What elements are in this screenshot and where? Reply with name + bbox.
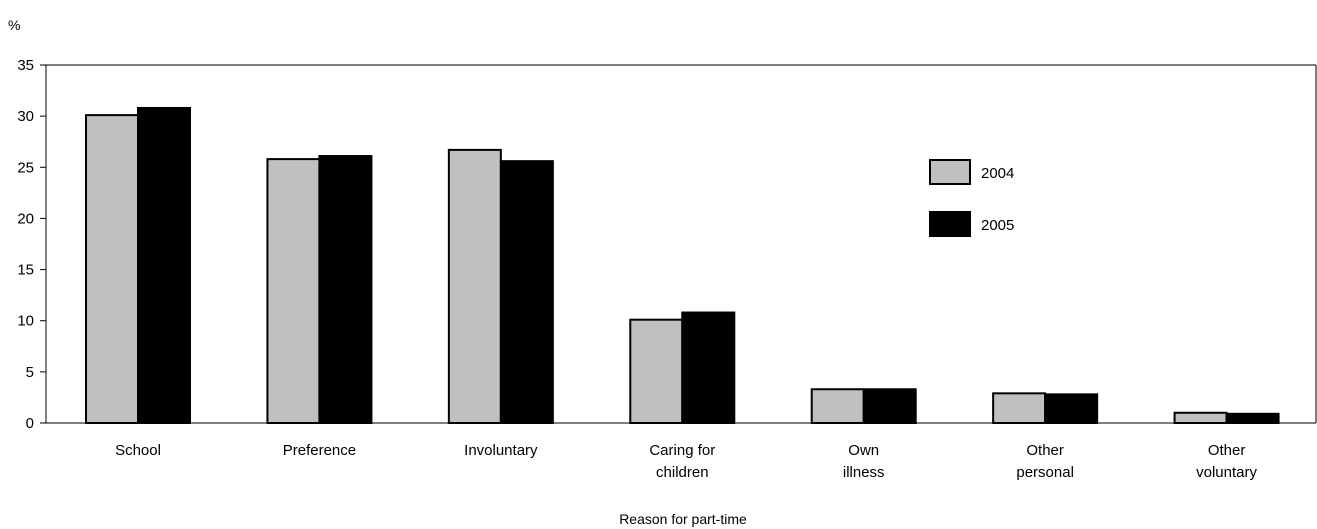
- bar-2005-2: [499, 160, 554, 425]
- bars: [85, 106, 1280, 425]
- bar-2005-5: [1044, 393, 1099, 424]
- y-tick-label: 10: [17, 313, 34, 330]
- bar-2004-3: [629, 318, 684, 425]
- bar-2004-0: [85, 114, 139, 425]
- y-tick-label: 5: [26, 364, 34, 381]
- bar-2004-6: [1173, 411, 1228, 424]
- y-tick-label: 15: [17, 262, 34, 279]
- bar-2004-5: [992, 392, 1047, 424]
- x-category-label: Other voluntary: [1196, 442, 1257, 481]
- bar-2005-6: [1225, 412, 1280, 424]
- x-axis-label: Reason for part-time: [619, 511, 747, 527]
- bar-2004-4: [810, 388, 865, 425]
- x-category-label: Other personal: [1016, 442, 1074, 481]
- x-category-label: School: [115, 442, 161, 459]
- y-tick-label: 25: [17, 159, 34, 176]
- x-category-label: Own illness: [843, 442, 885, 481]
- legend-swatch-2004: [929, 159, 971, 185]
- x-category-label: Involuntary: [464, 442, 538, 459]
- bar-2004-2: [447, 148, 502, 424]
- y-tick-label: 35: [17, 57, 34, 74]
- y-axis: 0 5 10 15 20 25 30 35: [17, 57, 46, 432]
- bar-2005-1: [318, 155, 373, 425]
- bar-2005-4: [862, 388, 917, 425]
- legend-label: 2004: [981, 165, 1014, 182]
- bar-2004-1: [266, 158, 321, 425]
- legend-label: 2005: [981, 217, 1014, 234]
- bar-2005-3: [681, 311, 736, 425]
- x-category-label: Preference: [283, 442, 356, 459]
- legend: 2004 2005: [929, 159, 1014, 237]
- legend-swatch-2005: [929, 211, 971, 237]
- y-tick-label: 0: [26, 415, 34, 432]
- x-category-label: Caring for children: [649, 442, 715, 481]
- y-tick-label: 20: [17, 210, 34, 227]
- y-axis-label: %: [8, 17, 20, 33]
- x-axis-categories: School Preference Involuntary Caring for chi…: [115, 442, 1257, 481]
- bar-2005-0: [137, 106, 191, 425]
- y-tick-label: 30: [17, 108, 34, 125]
